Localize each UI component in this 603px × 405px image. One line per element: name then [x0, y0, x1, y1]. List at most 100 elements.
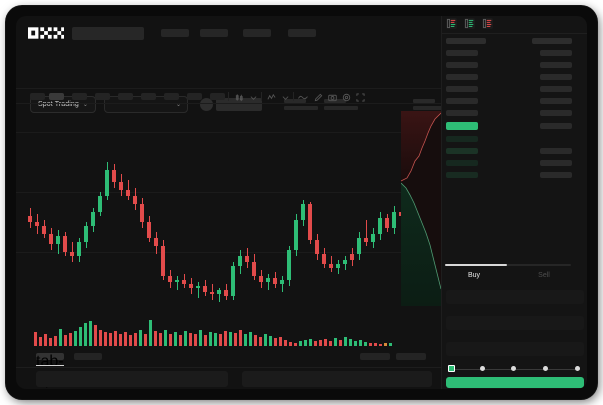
volume-bar: [354, 341, 357, 346]
candle-body: [168, 276, 172, 282]
chevron-down-icon[interactable]: [280, 92, 290, 102]
orderbook-mode-both-icon[interactable]: [446, 18, 457, 29]
order-total-field[interactable]: [446, 342, 584, 356]
percent-slider-node-100[interactable]: [575, 366, 580, 371]
percent-slider-node-50[interactable]: [511, 366, 516, 371]
candle-body: [84, 226, 88, 242]
percent-slider-node-75[interactable]: [543, 366, 548, 371]
chevron-down-icon[interactable]: [248, 92, 258, 102]
candle-body: [336, 264, 340, 268]
candle-body: [238, 256, 242, 266]
candle-body: [147, 222, 151, 238]
tab-sell[interactable]: Sell: [538, 272, 550, 279]
draw-pencil-icon[interactable]: [313, 92, 323, 102]
volume-bar: [174, 332, 177, 346]
tab-order-history[interactable]: [74, 353, 102, 360]
timeframe-button-5[interactable]: [118, 93, 133, 100]
buy-sell-ratio-fill: [445, 264, 507, 266]
volume-bar: [54, 336, 57, 346]
orderbook-bid-row[interactable]: [446, 148, 478, 154]
volume-bar: [144, 334, 147, 346]
volume-bar: [209, 332, 212, 346]
candle-body: [329, 264, 333, 268]
volume-bar: [294, 343, 297, 346]
orderbook-bid-row[interactable]: [446, 160, 478, 166]
orderbook-ask-row[interactable]: [446, 98, 478, 104]
active-tab-underline: [36, 365, 64, 366]
candle-body: [231, 266, 235, 296]
orderbook-bid-amount: [540, 160, 572, 166]
header-search-box[interactable]: [72, 27, 144, 40]
submit-buy-button[interactable]: [446, 377, 584, 388]
orderbook-ask-row[interactable]: [446, 74, 478, 80]
timeframe-button-7[interactable]: [164, 93, 179, 100]
candle-wick: [176, 276, 178, 290]
candle-body: [280, 280, 284, 284]
indicator-icon[interactable]: [266, 92, 276, 102]
candle-body: [308, 204, 312, 240]
candle-body: [42, 226, 46, 234]
settings-gear-icon[interactable]: [341, 92, 351, 102]
buy-sell-ratio-track: [445, 264, 571, 266]
order-price-field[interactable]: [446, 290, 584, 304]
order-amount-field[interactable]: [446, 316, 584, 330]
volume-bar: [349, 339, 352, 346]
orderbook-ask-row[interactable]: [446, 86, 478, 92]
nav-item-2[interactable]: [200, 29, 228, 37]
orderbook-bid-row[interactable]: [446, 172, 478, 178]
volume-bar: [139, 330, 142, 346]
candlestick-type-icon[interactable]: [234, 92, 244, 102]
orderbook-bid-row[interactable]: [446, 136, 478, 142]
volume-bar: [389, 343, 392, 346]
nav-item-4[interactable]: [288, 29, 316, 37]
candle-body: [294, 220, 298, 250]
tab-open-orders[interactable]: tab-open-orders: [36, 353, 77, 388]
timeframe-button-8[interactable]: [187, 93, 202, 100]
timeframe-button-1[interactable]: [30, 93, 45, 100]
okx-logo-icon[interactable]: [28, 27, 64, 39]
volume-bar: [224, 331, 227, 346]
line-style-icon[interactable]: [298, 92, 308, 102]
timeframe-button-3[interactable]: [72, 93, 87, 100]
orderbook-mode-asks-icon[interactable]: [482, 18, 493, 29]
candle-body: [371, 234, 375, 242]
candle-body: [392, 212, 396, 228]
volume-bar: [284, 340, 287, 346]
orders-panel-left[interactable]: [36, 371, 228, 387]
market-type-label: Spot Trading: [38, 101, 79, 108]
tab-buy[interactable]: Buy: [467, 272, 481, 279]
percent-slider-handle[interactable]: [448, 365, 455, 372]
stat-24h-high: [324, 99, 360, 110]
timeframe-button-4[interactable]: [95, 93, 110, 100]
volume-bar: [314, 341, 317, 346]
timeframe-button-6[interactable]: [141, 93, 156, 100]
volume-bar: [289, 342, 292, 346]
volume-bar: [84, 323, 87, 346]
fullscreen-icon[interactable]: [355, 92, 365, 102]
candle-body: [385, 218, 389, 228]
percent-slider-node-25[interactable]: [480, 366, 485, 371]
orderbook-ask-row[interactable]: [446, 110, 478, 116]
timeframe-button-9[interactable]: [210, 93, 225, 100]
orderbook-ask-row[interactable]: [446, 50, 478, 56]
candle-body: [70, 252, 74, 256]
volume-bar: [124, 332, 127, 346]
nav-item-1[interactable]: [161, 29, 189, 37]
candle-body: [126, 190, 130, 196]
nav-item-3[interactable]: [243, 29, 271, 37]
volume-bar: [89, 321, 92, 346]
orders-panel-right[interactable]: [242, 371, 432, 387]
stat-label: [413, 99, 435, 103]
orderbook-ask-row[interactable]: [446, 62, 478, 68]
candle-body: [357, 238, 361, 254]
coin-avatar-icon: [200, 98, 213, 111]
toolbar-divider: [228, 92, 229, 101]
volume-bar: [39, 337, 42, 346]
orderbook-mode-bids-icon[interactable]: [464, 18, 475, 29]
candlestick-chart[interactable]: [16, 104, 441, 310]
tab-cancel-all[interactable]: [396, 353, 426, 360]
timeframe-button-2[interactable]: [49, 93, 64, 100]
volume-bar: [134, 333, 137, 346]
tab-hide-other-pairs[interactable]: [360, 353, 390, 360]
camera-snapshot-icon[interactable]: [327, 92, 337, 102]
